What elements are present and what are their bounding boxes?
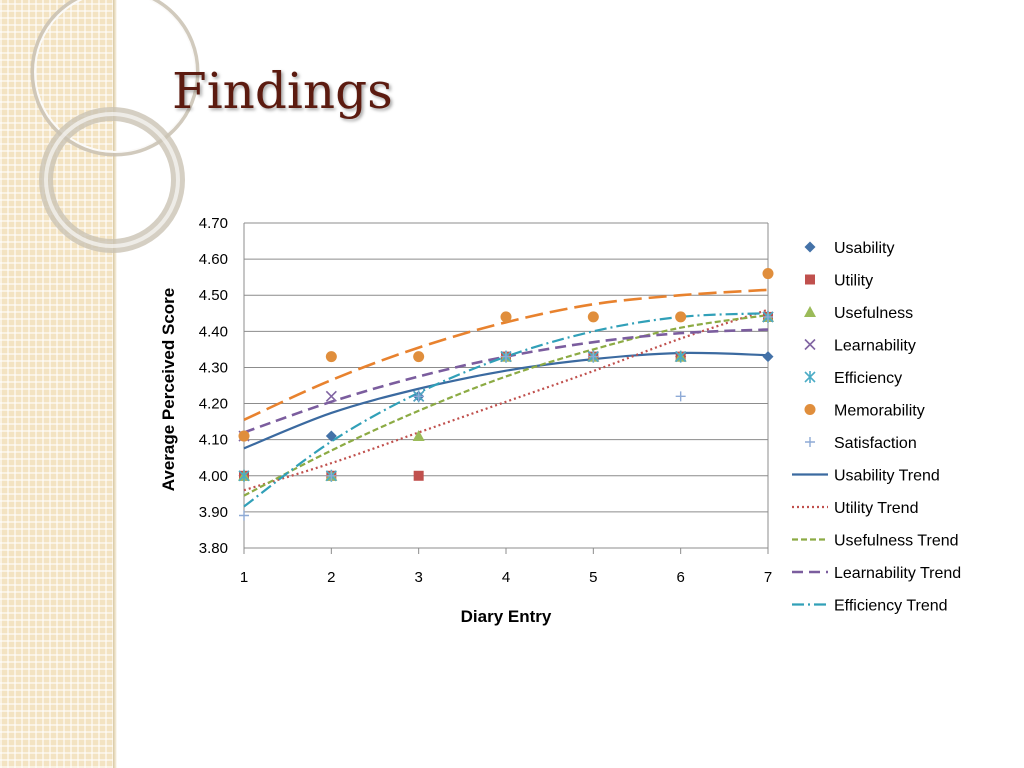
legend-item-utility-trend: Utility Trend [792, 500, 918, 517]
legend-label: Learnability Trend [834, 565, 961, 582]
y-tick-label: 4.40 [199, 323, 228, 340]
legend-item-memorability: Memorability [804, 403, 925, 420]
y-axis-title: Average Perceived Score [159, 288, 178, 492]
legend-label: Memorability [834, 403, 925, 420]
x-tick-label: 2 [327, 569, 335, 586]
data-point-usefulness [412, 430, 425, 442]
trend-line-efficiency-trend [243, 312, 769, 508]
legend-label: Efficiency Trend [834, 598, 948, 615]
y-tick-label: 3.90 [199, 504, 228, 521]
data-point-usability [762, 351, 774, 363]
data-point-usability [325, 430, 337, 442]
x-tick-label: 7 [764, 569, 772, 586]
chart-legend: Usability Utility Usefulness Learnability Ef… [792, 240, 961, 615]
data-point-learnability [325, 390, 337, 402]
legend-item-usability: Usability [804, 240, 894, 257]
legend-item-usefulness-trend: Usefulness Trend [792, 533, 959, 550]
legend-item-learnability-trend: Learnability Trend [792, 565, 961, 582]
scatter-chart: 3.80 3.90 4.00 4.10 4.20 4.30 4.40 4.50 4.60 4.70… [159, 215, 961, 626]
x-tick-label: 5 [589, 569, 597, 586]
y-tick-label: 4.20 [199, 396, 228, 413]
y-tick-label: 4.10 [199, 432, 228, 449]
legend-swatch [804, 241, 816, 253]
y-axis-ticks: 3.80 3.90 4.00 4.10 4.20 4.30 4.40 4.50 4.60 4.70 [199, 215, 228, 557]
data-point-memorability [762, 268, 774, 280]
plot-area-border [243, 223, 769, 548]
data-point-memorability [238, 430, 250, 442]
legend-swatch [804, 338, 816, 351]
x-axis-ticks: 1 2 3 4 5 6 7 [240, 548, 772, 586]
data-point-satisfaction [675, 391, 686, 402]
legend-item-efficiency-trend: Efficiency Trend [792, 598, 948, 615]
legend-swatch [804, 306, 816, 317]
legend-label: Usability Trend [834, 468, 940, 485]
gridlines [244, 222, 768, 549]
legend-label: Usefulness [834, 305, 913, 322]
legend-label: Learnability [834, 338, 916, 355]
x-tick-label: 3 [414, 569, 422, 586]
y-tick-label: 4.70 [199, 215, 228, 232]
data-point-satisfaction [501, 351, 511, 362]
legend-item-satisfaction: Satisfaction [805, 435, 917, 452]
trend-line-utility-trend [243, 308, 769, 492]
legend-item-usefulness: Usefulness [804, 305, 913, 322]
x-axis-title: Diary Entry [461, 607, 552, 626]
x-tick-label: 4 [502, 569, 510, 586]
data-point-satisfaction [413, 391, 424, 402]
data-point-memorability [675, 311, 687, 323]
data-point-utility [413, 470, 424, 481]
legend-item-efficiency: Efficiency [804, 370, 902, 387]
legend-item-utility: Utility [805, 273, 873, 290]
data-point-efficiency [238, 469, 250, 482]
data-point-memorability [587, 311, 599, 323]
data-point-satisfaction [588, 351, 599, 362]
y-tick-label: 4.30 [199, 359, 228, 376]
legend-item-learnability: Learnability [804, 338, 916, 355]
y-tick-label: 4.60 [199, 251, 228, 268]
legend-label: Usability [834, 240, 894, 257]
legend-label: Utility [834, 273, 873, 290]
slide-title: Findings [172, 62, 393, 120]
legend-swatch [804, 371, 816, 383]
y-tick-label: 4.00 [199, 468, 228, 485]
x-tick-label: 6 [676, 569, 684, 586]
legend-label: Efficiency [834, 370, 902, 387]
data-point-efficiency [675, 350, 687, 363]
legend-label: Usefulness Trend [834, 533, 959, 550]
data-point-satisfaction [239, 510, 249, 521]
legend-swatch [805, 274, 815, 285]
data-points [238, 268, 774, 521]
y-tick-label: 3.80 [199, 540, 228, 557]
decorative-rings [30, 0, 200, 253]
side-strip-edge [113, 0, 117, 768]
legend-swatch [804, 404, 816, 415]
x-tick-label: 1 [240, 569, 248, 586]
legend-label: Satisfaction [834, 435, 917, 452]
data-point-memorability [500, 311, 512, 323]
data-point-memorability [325, 351, 337, 363]
data-point-satisfaction [326, 470, 337, 481]
legend-label: Utility Trend [834, 500, 918, 517]
data-point-satisfaction [763, 311, 773, 322]
legend-item-usability-trend: Usability Trend [792, 468, 940, 485]
legend-swatch [805, 437, 815, 447]
data-point-memorability [413, 351, 425, 363]
trend-line-usefulness-trend [243, 313, 769, 497]
y-tick-label: 4.50 [199, 287, 228, 304]
